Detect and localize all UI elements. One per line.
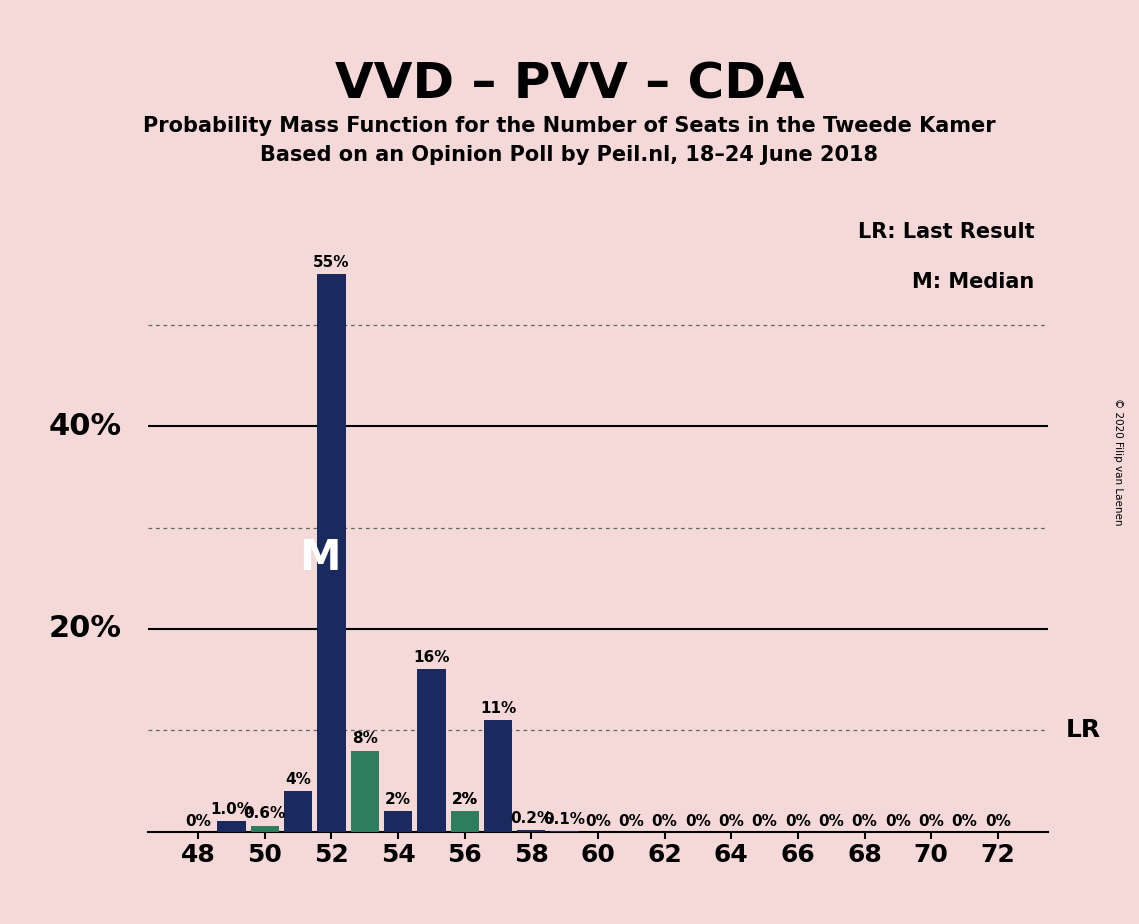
Text: 0%: 0% [618,814,645,829]
Text: 0%: 0% [852,814,877,829]
Bar [317,274,345,832]
Text: 2%: 2% [452,792,477,808]
Text: M: M [298,537,341,579]
Text: 0%: 0% [918,814,944,829]
Text: 0%: 0% [585,814,611,829]
Text: 20%: 20% [49,614,122,643]
Text: 11%: 11% [480,701,516,716]
Text: 0%: 0% [951,814,977,829]
Text: 0%: 0% [785,814,811,829]
Text: 0%: 0% [818,814,844,829]
Text: 0%: 0% [752,814,778,829]
Text: 16%: 16% [413,650,450,665]
Bar [550,831,579,832]
Text: Based on an Opinion Poll by Peil.nl, 18–24 June 2018: Based on an Opinion Poll by Peil.nl, 18–… [261,145,878,165]
Text: 0%: 0% [719,814,744,829]
Bar [451,811,478,832]
Text: 1.0%: 1.0% [211,802,253,818]
Text: LR: Last Result: LR: Last Result [858,222,1034,242]
Bar [284,791,312,832]
Bar [451,811,478,832]
Text: 0%: 0% [985,814,1010,829]
Text: 0.6%: 0.6% [244,807,286,821]
Bar [251,825,279,832]
Text: © 2020 Filip van Laenen: © 2020 Filip van Laenen [1114,398,1123,526]
Bar [484,720,513,832]
Bar [351,750,379,832]
Text: 0%: 0% [885,814,911,829]
Text: 0%: 0% [186,814,211,829]
Text: 2%: 2% [385,792,411,808]
Bar [384,811,412,832]
Text: M: Median: M: Median [912,273,1034,292]
Text: 8%: 8% [352,732,378,747]
Text: LR: LR [1066,718,1101,742]
Bar [417,670,445,832]
Text: 0.1%: 0.1% [543,811,585,827]
Text: VVD – PVV – CDA: VVD – PVV – CDA [335,60,804,108]
Text: 0%: 0% [685,814,711,829]
Bar [218,821,246,832]
Text: 40%: 40% [49,412,122,441]
Text: 2%: 2% [452,792,477,808]
Text: 0.2%: 0.2% [510,810,552,825]
Bar [517,830,546,832]
Text: 55%: 55% [313,255,350,270]
Text: Probability Mass Function for the Number of Seats in the Tweede Kamer: Probability Mass Function for the Number… [144,116,995,136]
Text: 4%: 4% [285,772,311,787]
Text: 0%: 0% [652,814,678,829]
